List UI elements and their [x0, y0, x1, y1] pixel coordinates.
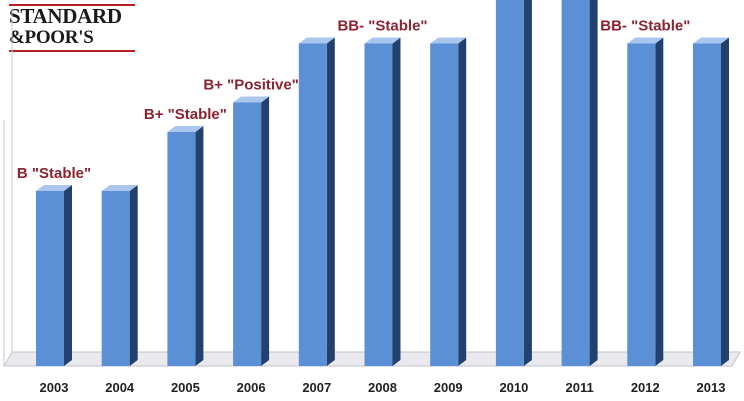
bar: [627, 43, 656, 366]
bar-side: [326, 37, 335, 366]
bar-side: [721, 37, 729, 366]
rating-annotation: B "Stable": [17, 165, 91, 182]
bar-top: [233, 96, 270, 103]
bar-top: [167, 126, 204, 132]
bar: [693, 43, 721, 366]
x-tick-label: 2003: [40, 380, 69, 395]
bar-side: [392, 37, 401, 366]
x-tick-label: 2011: [565, 380, 593, 395]
x-tick-label: 2006: [237, 380, 266, 395]
bar-top: [298, 37, 335, 44]
x-tick-label: 2013: [697, 380, 726, 395]
bar: [364, 43, 393, 366]
bar: [167, 132, 196, 366]
bar-top: [627, 37, 664, 44]
rating-annotation: B+ "Positive": [203, 77, 299, 94]
x-tick-label: 2009: [434, 380, 463, 395]
bar-side: [458, 37, 467, 366]
sp-logo: STANDARD &POOR'S: [9, 4, 135, 52]
bar: [495, 0, 524, 366]
bar: [298, 43, 327, 366]
logo-line-2: &POOR'S: [9, 27, 94, 48]
bar-side: [523, 0, 532, 366]
rating-annotation: BB- "Stable": [337, 18, 427, 35]
x-tick-label: 2005: [171, 380, 200, 395]
x-tick-label: 2007: [302, 380, 331, 395]
logo-rule-top: [9, 4, 135, 6]
bar-top: [364, 37, 401, 44]
logo-line-1: STANDARD: [9, 4, 122, 28]
bar-top: [36, 185, 72, 191]
bar: [430, 43, 459, 366]
bar-side: [655, 37, 664, 366]
bar-side: [195, 126, 204, 366]
bar: [36, 191, 64, 366]
bar: [561, 0, 590, 366]
x-tick-label: 2008: [368, 380, 397, 395]
x-tick-label: 2012: [631, 380, 660, 395]
bar: [233, 102, 262, 366]
bar-top: [693, 37, 729, 44]
x-tick-label: 2004: [105, 380, 135, 395]
bar-top: [430, 37, 467, 44]
bar-side: [261, 96, 270, 366]
x-tick-label: 2010: [499, 380, 528, 395]
logo-rule-bottom: [9, 50, 135, 52]
rating-annotation: BB- "Stable": [600, 18, 690, 35]
bar-side: [64, 185, 72, 366]
rating-annotation: B+ "Stable": [144, 106, 227, 123]
bar-top: [101, 185, 138, 191]
bar-side: [589, 0, 598, 366]
bar: [101, 191, 130, 366]
bar-side: [129, 185, 138, 366]
